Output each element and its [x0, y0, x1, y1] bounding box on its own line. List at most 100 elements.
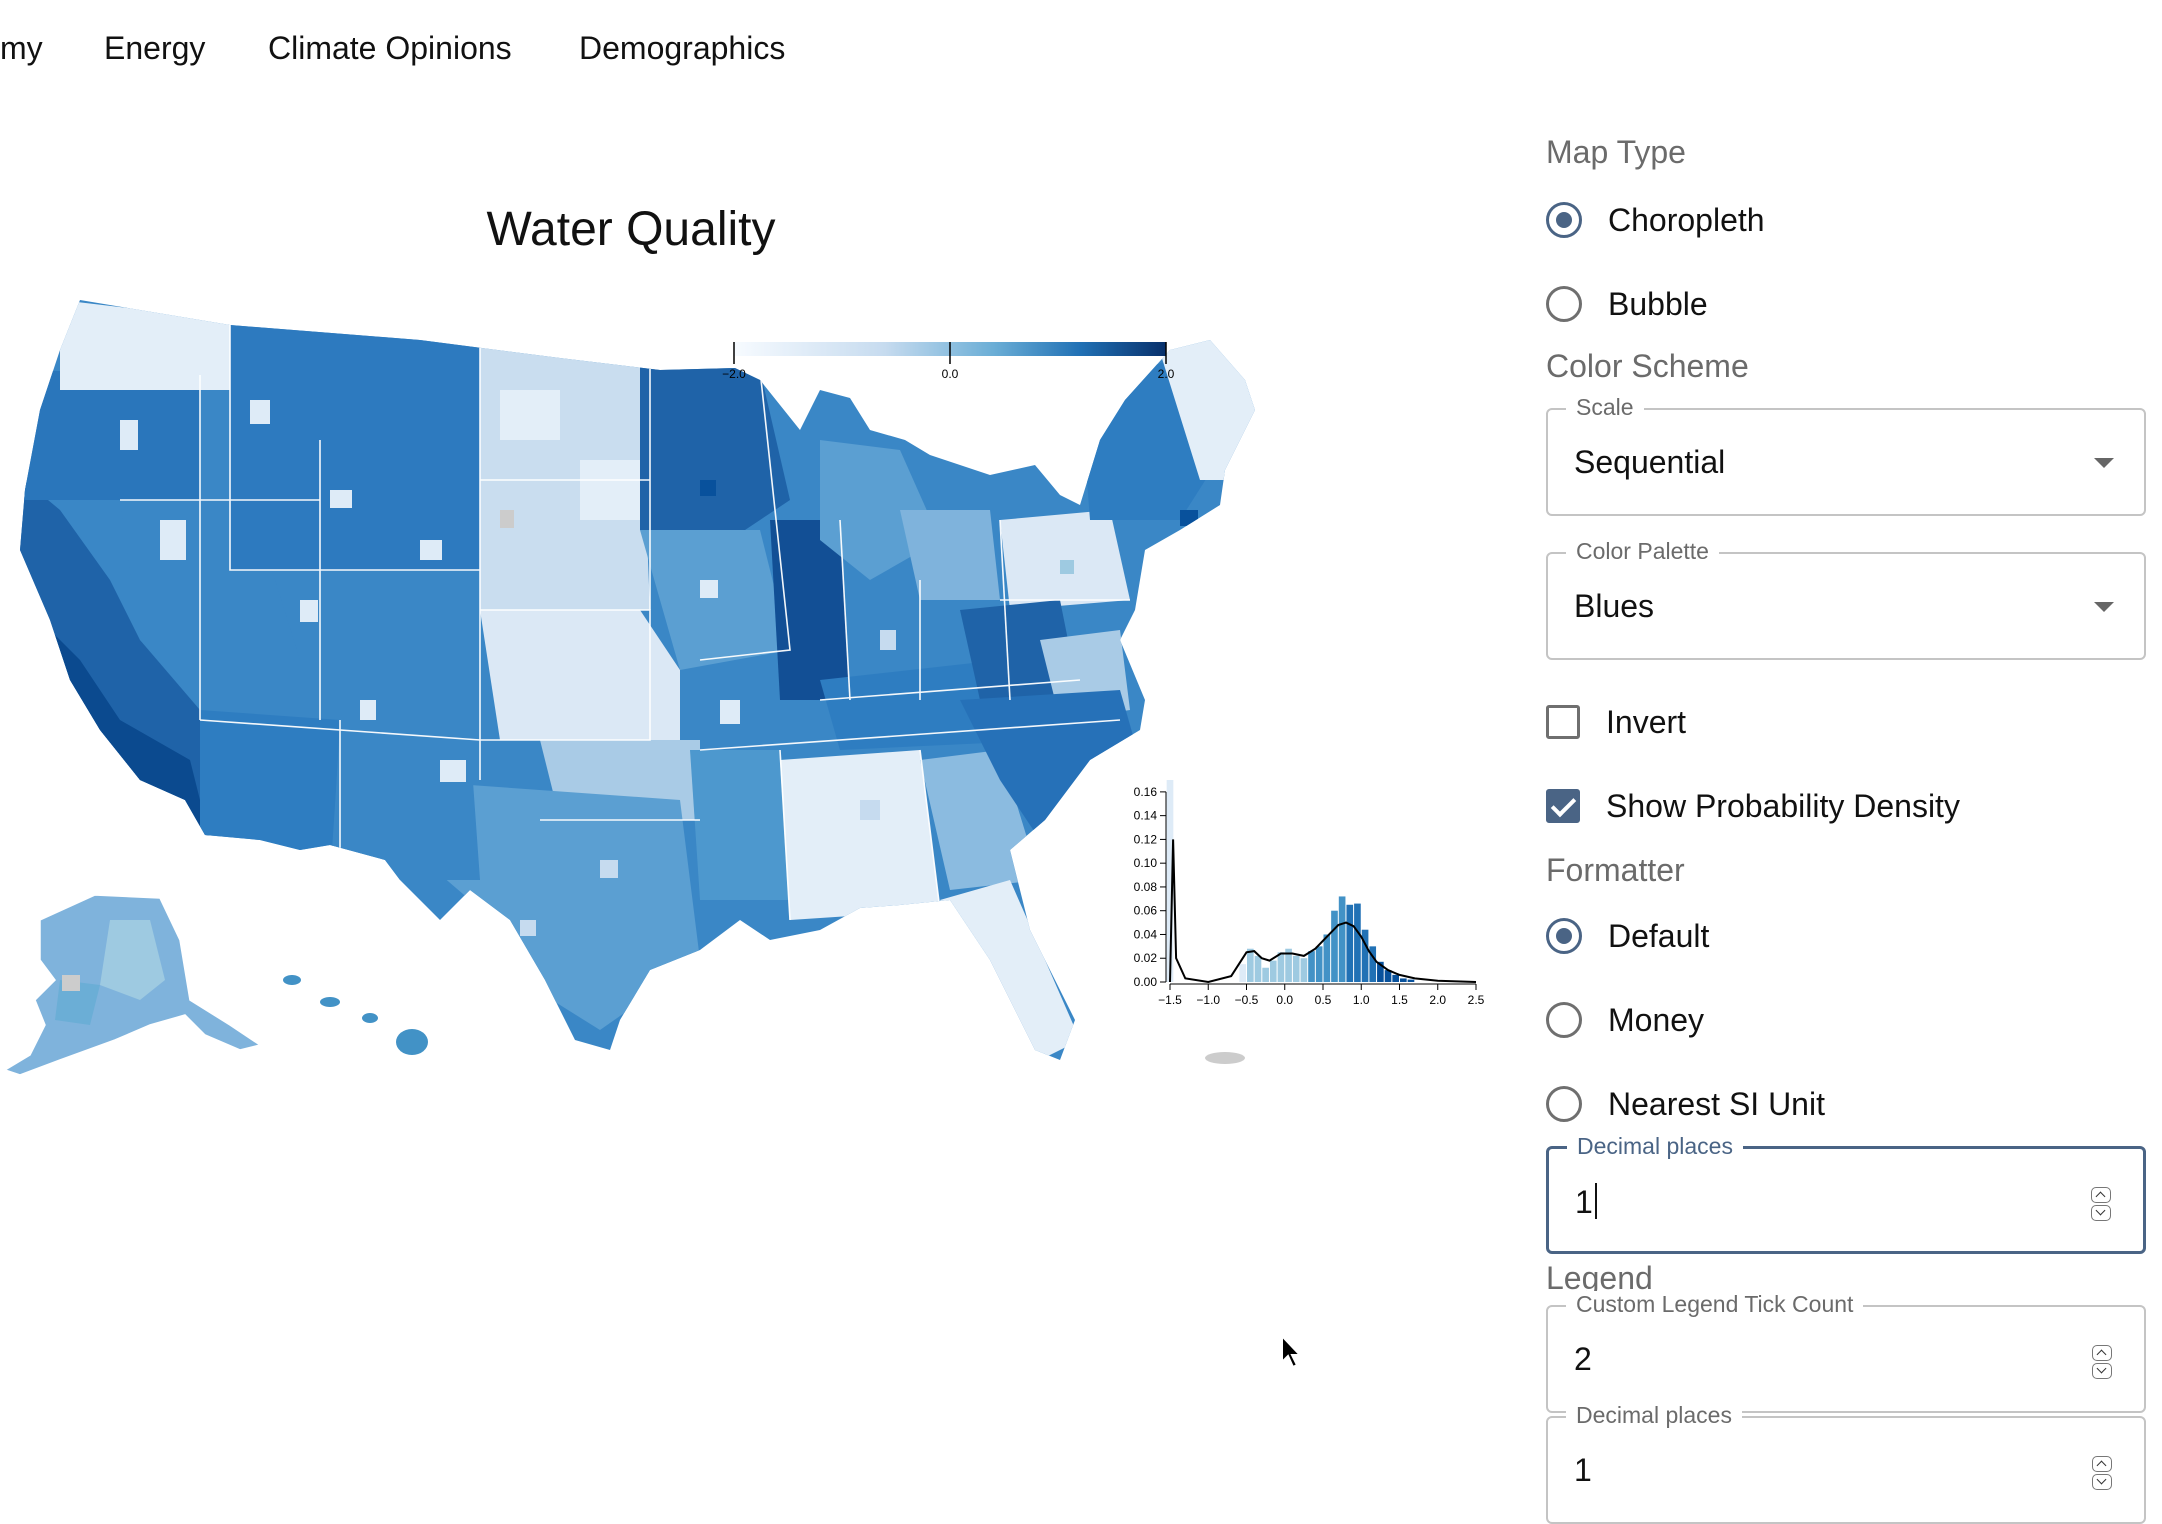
legend-decimal-places-label: Decimal places [1566, 1402, 1742, 1429]
legend-tick-count-value: 2 [1574, 1341, 1592, 1377]
chevron-down-icon[interactable] [2094, 458, 2114, 468]
radio-bubble[interactable]: Bubble [1546, 274, 1708, 334]
density-x-tick-label: −1.0 [1196, 993, 1220, 1007]
density-bar [1308, 951, 1315, 982]
density-bar [1247, 948, 1254, 982]
alaska-shape [3, 894, 262, 1076]
show-density-checkbox[interactable]: Show Probability Density [1546, 776, 1960, 836]
nav-item-economy[interactable]: my [0, 30, 43, 66]
density-bar [1315, 946, 1323, 982]
number-stepper[interactable] [2092, 1456, 2114, 1490]
radio-nearest-si-control[interactable] [1546, 1086, 1582, 1122]
density-x-tick-label: 1.0 [1353, 993, 1370, 1007]
density-bar [1269, 960, 1277, 982]
invert-checkbox-control[interactable] [1546, 705, 1580, 739]
radio-money-control[interactable] [1546, 1002, 1582, 1038]
color-palette-select-label: Color Palette [1566, 538, 1719, 565]
density-y-tick-label: 0.14 [1134, 809, 1158, 823]
settings-panel: Map Type Choropleth Bubble Color Scheme … [1546, 0, 2162, 1524]
density-bar [1346, 904, 1354, 982]
density-bar [1407, 979, 1415, 982]
density-bar [1285, 948, 1292, 982]
number-stepper[interactable] [2092, 1345, 2114, 1379]
density-bar [1254, 955, 1262, 982]
density-bar [1331, 910, 1338, 982]
legend-decimal-places-input[interactable]: Decimal places 1 [1546, 1402, 2146, 1524]
map-title: Water Quality [486, 203, 776, 256]
density-bar [1166, 780, 1174, 982]
density-y-tick-label: 0.12 [1134, 832, 1158, 846]
legend-tick-mid: 0.0 [942, 367, 959, 381]
density-curve-line [1169, 839, 1477, 984]
density-x-tick-label: 0.0 [1276, 993, 1293, 1007]
mouse-pointer-icon [1281, 1334, 1303, 1369]
legend-tick-min: −2.0 [722, 367, 746, 381]
legend-decimal-places-value: 1 [1574, 1452, 1592, 1488]
density-bar [1292, 955, 1300, 982]
density-x-tick-label: 1.5 [1391, 993, 1408, 1007]
text-caret [1594, 1183, 1597, 1219]
map-type-label: Map Type [1546, 134, 1686, 170]
radio-money-label: Money [1608, 1001, 1705, 1038]
number-stepper[interactable] [2091, 1187, 2113, 1221]
map-color-legend: −2.0 0.0 2.0 [722, 342, 1175, 381]
color-palette-select[interactable]: Color Palette Blues [1546, 538, 2146, 660]
chevron-down-icon[interactable] [2094, 602, 2114, 612]
stepper-down-icon[interactable] [2092, 1474, 2112, 1490]
density-x-tick-label: 0.5 [1315, 993, 1332, 1007]
density-bar [1277, 952, 1285, 982]
color-palette-select-value: Blues [1574, 588, 1655, 624]
show-density-checkbox-label: Show Probability Density [1606, 787, 1960, 824]
density-bar [1338, 896, 1346, 982]
scale-select[interactable]: Scale Sequential [1546, 394, 2146, 516]
stepper-up-icon[interactable] [2091, 1187, 2111, 1203]
density-y-tick-label: 0.00 [1134, 975, 1158, 989]
density-y-tick-label: 0.10 [1134, 856, 1158, 870]
stepper-up-icon[interactable] [2092, 1345, 2112, 1361]
density-y-tick-label: 0.06 [1134, 904, 1158, 918]
nav-item-climate-opinions[interactable]: Climate Opinions [268, 30, 512, 66]
density-bar [1323, 934, 1331, 982]
legend-section-label: Legend [1546, 1260, 1653, 1296]
radio-money[interactable]: Money [1546, 990, 1704, 1050]
density-bar [1384, 970, 1392, 982]
stepper-down-icon[interactable] [2091, 1205, 2111, 1221]
density-bar [1377, 961, 1384, 982]
stepper-up-icon[interactable] [2092, 1456, 2112, 1472]
nav-item-energy[interactable]: Energy [104, 30, 206, 66]
density-bar [1369, 946, 1377, 982]
stepper-down-icon[interactable] [2092, 1363, 2112, 1379]
radio-bubble-control[interactable] [1546, 286, 1582, 322]
density-x-tick-label: −0.5 [1235, 993, 1259, 1007]
density-x-tick-label: 2.0 [1429, 993, 1446, 1007]
density-x-tick-label: 2.5 [1468, 993, 1485, 1007]
show-density-checkbox-control[interactable] [1546, 789, 1580, 823]
legend-tick-count-input[interactable]: Custom Legend Tick Count 2 [1546, 1291, 2146, 1413]
density-bar [1400, 978, 1407, 982]
radio-choropleth-control[interactable] [1546, 202, 1582, 238]
density-y-tick-label: 0.08 [1134, 880, 1158, 894]
radio-choropleth[interactable]: Choropleth [1546, 190, 1765, 250]
radio-default-control[interactable] [1546, 918, 1582, 954]
decimal-places-label: Decimal places [1567, 1133, 1743, 1160]
invert-checkbox[interactable]: Invert [1546, 692, 1686, 752]
radio-choropleth-label: Choropleth [1608, 201, 1765, 238]
density-bar [1392, 974, 1399, 982]
choropleth-map: −2.0 0.0 2.0 0.00 0.02 0.04 0.06 0.08 0.10 0.1… [3, 300, 1485, 1076]
scale-select-label: Scale [1566, 394, 1644, 421]
radio-default-label: Default [1608, 917, 1710, 954]
density-histogram-bars [1166, 780, 1415, 982]
density-y-tick-label: 0.04 [1134, 927, 1158, 941]
radio-nearest-si[interactable]: Nearest SI Unit [1546, 1074, 1825, 1134]
density-y-ticks: 0.00 0.02 0.04 0.06 0.08 0.10 0.12 0.14 0.16 [1134, 785, 1166, 989]
legend-tick-max: 2.0 [1158, 367, 1175, 381]
radio-default[interactable]: Default [1546, 906, 1709, 966]
puerto-rico-shape [1205, 1052, 1245, 1064]
decimal-places-input[interactable]: Decimal places 1 [1546, 1133, 2146, 1254]
hawaii-shape [283, 975, 428, 1055]
legend-tick-count-label: Custom Legend Tick Count [1566, 1291, 1864, 1318]
nav-item-demographics[interactable]: Demographics [579, 30, 786, 66]
density-bar [1361, 929, 1369, 982]
density-x-tick-label: −1.5 [1158, 993, 1182, 1007]
density-y-tick-label: 0.16 [1134, 785, 1158, 799]
